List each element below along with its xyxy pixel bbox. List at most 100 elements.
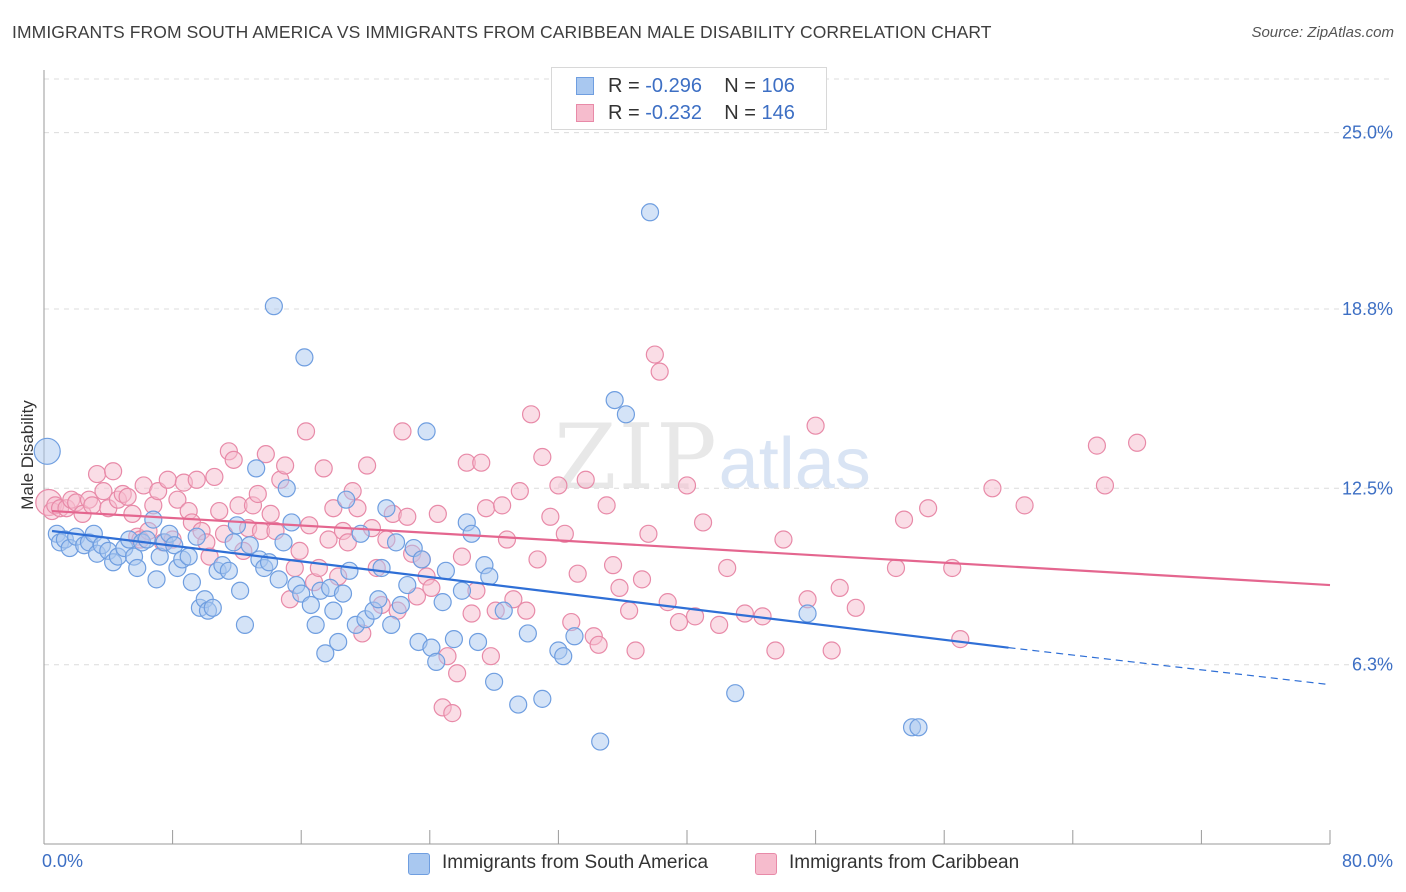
south-america-point [372, 558, 391, 578]
caribbean-point [393, 422, 412, 441]
south-america-point [264, 297, 283, 316]
y-tick-label: 6.3% [1352, 655, 1393, 675]
south-america-point [144, 510, 163, 529]
south-america-point [182, 573, 201, 592]
south-america-point [301, 595, 320, 615]
caribbean-point [200, 547, 219, 566]
south-america-point [417, 422, 436, 441]
caribbean-point [603, 556, 623, 575]
south-america-point [295, 348, 314, 367]
south-america-point [333, 584, 353, 603]
south-america-point [316, 644, 335, 663]
caribbean-point [718, 558, 737, 578]
caribbean-point [462, 604, 481, 623]
south-america-point [533, 689, 552, 708]
caribbean-point [677, 476, 697, 495]
watermark-atlas: atlas [718, 424, 871, 504]
south-america-point [485, 672, 504, 691]
south-america-trend-line [51, 529, 1009, 649]
caribbean-point [256, 445, 275, 464]
south-america-point [274, 533, 293, 552]
south-america-point [137, 530, 156, 549]
caribbean-point [528, 550, 547, 569]
south-america-point [235, 615, 255, 634]
south-america-point [591, 732, 610, 751]
south-america-point [277, 479, 296, 498]
south-america-point [726, 684, 745, 703]
caribbean-point [324, 499, 343, 518]
caribbean-point [158, 470, 177, 489]
caribbean-point [669, 612, 689, 632]
stats-legend: R = -0.296 N = 106 R = -0.232 N = 146 [551, 67, 827, 130]
caribbean-point [452, 547, 472, 566]
south-america-point [382, 615, 401, 634]
caribbean-point [205, 467, 224, 487]
south-america-point [616, 405, 636, 424]
caribbean-point [510, 482, 529, 501]
south-america-point [128, 558, 147, 578]
chart-title: IMMIGRANTS FROM SOUTH AMERICA VS IMMIGRA… [12, 22, 992, 42]
caribbean-point [428, 504, 447, 524]
caribbean-point [338, 533, 357, 552]
x-tick-min: 0.0% [42, 851, 84, 871]
caribbean-point [168, 490, 187, 509]
legend-n-value: 106 [761, 75, 795, 97]
caribbean-point [481, 647, 500, 666]
caribbean-point [735, 604, 754, 623]
caribbean-point [846, 598, 865, 617]
caribbean-point [555, 524, 574, 543]
caribbean-point [224, 450, 243, 469]
caribbean-point [766, 641, 785, 660]
caribbean-point [1087, 436, 1107, 455]
caribbean-point [187, 470, 206, 489]
south-america-point [798, 604, 817, 623]
legend-swatch-pink [576, 104, 594, 122]
caribbean-point [87, 464, 107, 484]
caribbean-point [830, 578, 849, 597]
south-america-point [337, 490, 356, 509]
south-america-point [452, 581, 472, 600]
south-america-point [427, 652, 446, 671]
caribbean-point [422, 578, 441, 597]
south-america-point [240, 536, 259, 555]
caribbean-point [472, 453, 491, 472]
south-america-point [386, 533, 406, 552]
south-america-point [369, 590, 388, 609]
south-america-point [203, 598, 222, 617]
caribbean-point [118, 487, 137, 506]
south-america-point [329, 632, 348, 652]
caribbean-point [521, 405, 541, 424]
bottom-legend-swatch-blue [408, 853, 430, 875]
south-america-point [219, 561, 238, 580]
caribbean-point [1095, 476, 1115, 495]
south-america-point [444, 630, 464, 649]
caribbean-trend-line [51, 509, 1331, 587]
south-america-point [377, 499, 396, 518]
caribbean-point [951, 630, 970, 649]
south-america-point [494, 601, 513, 620]
south-america-point [436, 561, 455, 580]
caribbean-point [123, 504, 142, 524]
south-america-point [565, 627, 584, 646]
south-america-point [509, 695, 528, 714]
south-america-point [433, 593, 452, 612]
south-america-point [33, 437, 61, 465]
caribbean-point [576, 470, 595, 489]
caribbean-point [710, 615, 729, 634]
south-america-point [412, 550, 431, 569]
caribbean-point [983, 479, 1002, 498]
south-america-point [398, 575, 417, 595]
y-tick-label: 12.5% [1342, 478, 1393, 498]
legend-n-value: 146 [761, 102, 795, 124]
legend-swatch-blue [576, 77, 594, 95]
south-america-point [179, 547, 198, 566]
legend-r-value: -0.296 [645, 75, 702, 97]
y-tick-label: 25.0% [1342, 123, 1393, 143]
source-note: Source: ZipAtlas.com [1251, 24, 1394, 41]
south-america-point [468, 632, 488, 652]
bottom-legend-label: Immigrants from Caribbean [789, 852, 1020, 873]
caribbean-point [919, 499, 938, 518]
caribbean-point [632, 570, 652, 589]
south-america-point [224, 533, 243, 552]
